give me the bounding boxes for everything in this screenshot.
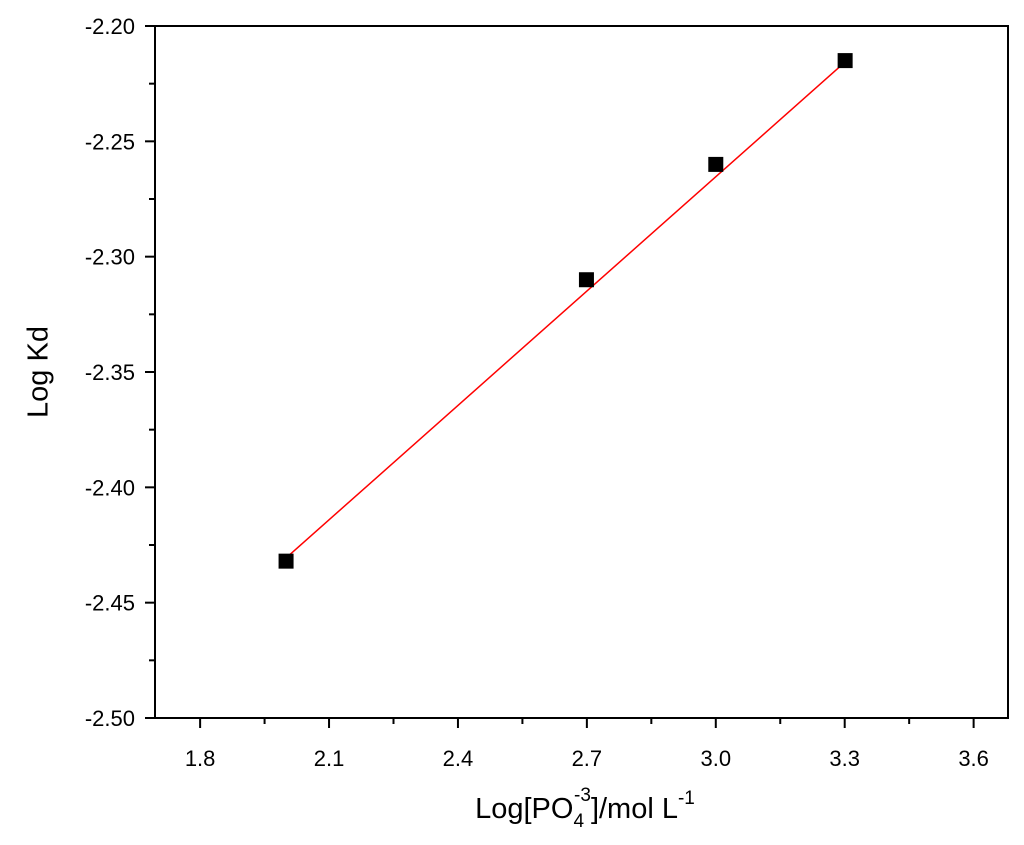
x-tick-label: 2.1	[314, 746, 345, 771]
x-label-sup: -1	[678, 788, 695, 809]
y-tick-label: -2.45	[85, 591, 135, 616]
marker	[708, 156, 724, 172]
plot-frame	[154, 25, 1009, 719]
x-tick-label: 1.8	[185, 746, 216, 771]
x-tick-label: 2.7	[572, 746, 603, 771]
marker	[278, 553, 294, 569]
x-axis-label: Log[PO4 -3]/mol L-1	[475, 785, 695, 832]
x-label-part: Log[PO	[475, 793, 573, 825]
x-tick-label: 3.6	[958, 746, 989, 771]
y-tick-label: -2.40	[85, 475, 135, 500]
x-tick-label: 2.4	[443, 746, 474, 771]
marker	[837, 53, 853, 69]
fit-line	[285, 61, 846, 559]
x-label-sup: -3	[574, 785, 591, 806]
x-tick-label: 3.0	[700, 746, 731, 771]
y-tick-label: -2.25	[85, 129, 135, 154]
x-label-sub: 4	[573, 811, 584, 832]
y-tick-label: -2.50	[85, 706, 135, 731]
y-tick-label: -2.20	[85, 14, 135, 39]
x-tick-label: 3.3	[829, 746, 860, 771]
y-tick-label: -2.35	[85, 360, 135, 385]
y-axis-label: Log Kd	[23, 326, 55, 418]
marker	[578, 272, 594, 288]
x-label-part: ]/mol L	[591, 793, 678, 825]
y-tick-label: -2.30	[85, 245, 135, 270]
